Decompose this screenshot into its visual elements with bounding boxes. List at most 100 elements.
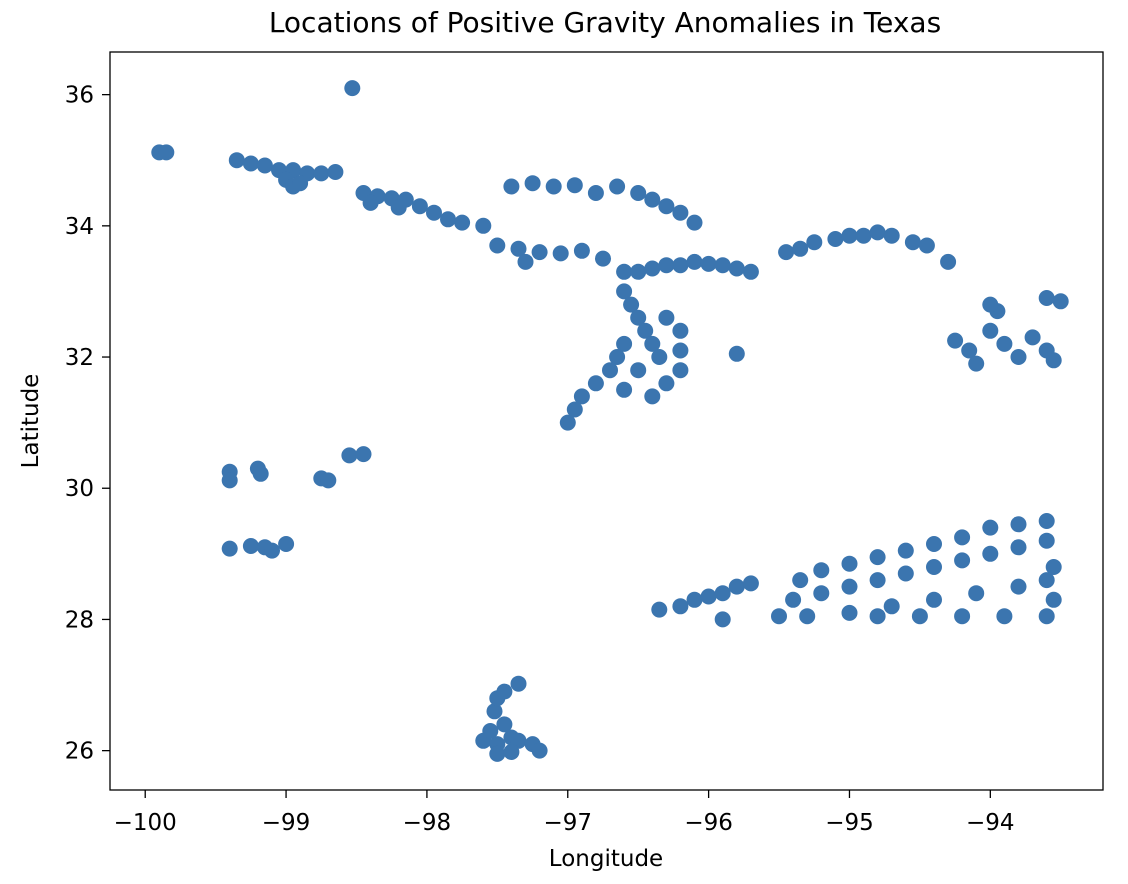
x-tick-label: −99 [262, 810, 311, 836]
data-point [1010, 578, 1027, 595]
data-point [728, 578, 745, 595]
data-point [496, 716, 513, 733]
data-point [482, 723, 499, 739]
data-point [644, 388, 661, 405]
data-point [609, 178, 626, 195]
data-point [221, 540, 238, 557]
data-point [327, 164, 344, 180]
y-tick-label: 26 [65, 739, 94, 765]
data-point [897, 565, 914, 582]
data-point [954, 529, 971, 546]
data-point [616, 381, 633, 398]
data-point [658, 198, 675, 215]
x-axis-label: Longitude [549, 846, 663, 872]
plot-area-frame [109, 51, 1104, 791]
data-point [813, 562, 830, 579]
data-point [954, 552, 971, 569]
data-point [869, 224, 886, 241]
data-point [292, 175, 309, 192]
data-point [658, 375, 675, 392]
data-point [1010, 349, 1027, 365]
data-point [904, 234, 921, 251]
data-point [700, 588, 717, 605]
data-point [341, 447, 358, 464]
x-tick-label: −98 [403, 810, 452, 836]
data-point [686, 591, 703, 608]
data-point [221, 472, 238, 489]
data-point [700, 255, 717, 272]
data-point [313, 165, 330, 182]
data-point [531, 244, 548, 261]
data-point [968, 585, 985, 602]
data-point [545, 178, 562, 195]
data-point [264, 542, 280, 559]
data-point [968, 355, 985, 372]
data-point [982, 322, 999, 339]
x-tick-label: −100 [114, 810, 177, 836]
data-point [486, 703, 503, 720]
data-point [742, 263, 759, 280]
data-point [658, 257, 675, 274]
data-point [996, 608, 1013, 625]
data-point [1024, 329, 1041, 346]
x-tick-label: −96 [684, 810, 733, 836]
data-point [855, 227, 872, 244]
data-point [644, 260, 661, 277]
data-point [252, 465, 269, 482]
data-point [672, 322, 689, 339]
data-point [672, 598, 689, 615]
data-point [686, 253, 703, 270]
data-point [630, 263, 647, 280]
data-point [1010, 539, 1027, 556]
data-point [982, 296, 999, 313]
x-tick-label: −94 [966, 810, 1015, 836]
data-point [918, 237, 935, 254]
data-point [644, 335, 661, 352]
data-point [524, 175, 541, 192]
data-point [616, 263, 633, 280]
data-point [496, 683, 513, 700]
data-point [1045, 559, 1062, 575]
data-point [672, 342, 689, 359]
data-point [320, 472, 337, 489]
data-point [813, 585, 830, 602]
data-point [475, 217, 492, 234]
data-point [362, 194, 379, 211]
data-point [996, 335, 1013, 352]
data-point [792, 572, 809, 589]
data-point [799, 608, 816, 625]
data-point [426, 204, 442, 221]
data-points [151, 80, 1069, 762]
data-point [672, 257, 689, 274]
data-point [242, 155, 259, 172]
data-point [982, 545, 999, 562]
data-point [454, 214, 471, 231]
data-point [686, 214, 703, 231]
data-point [566, 177, 583, 194]
data-point [714, 611, 731, 628]
data-point [728, 345, 745, 362]
data-point [158, 144, 175, 161]
data-point [390, 199, 407, 216]
data-point [602, 362, 618, 379]
data-point [672, 362, 689, 379]
data-point [630, 309, 647, 326]
y-axis-label: Latitude [18, 374, 44, 469]
y-tick-label: 34 [65, 214, 94, 240]
data-point [869, 572, 886, 589]
data-point [954, 608, 971, 625]
data-point [778, 244, 795, 261]
data-point [961, 342, 978, 359]
data-point [1045, 352, 1062, 369]
y-axis: 26 28 30 32 34 36 [65, 83, 110, 765]
y-tick-label: 32 [65, 345, 94, 371]
data-point [355, 446, 372, 463]
data-point [566, 401, 583, 418]
data-point [883, 598, 900, 615]
data-point [926, 591, 942, 608]
data-point [587, 375, 604, 392]
data-point [1052, 293, 1069, 310]
data-point [792, 240, 809, 257]
data-point [440, 211, 456, 228]
